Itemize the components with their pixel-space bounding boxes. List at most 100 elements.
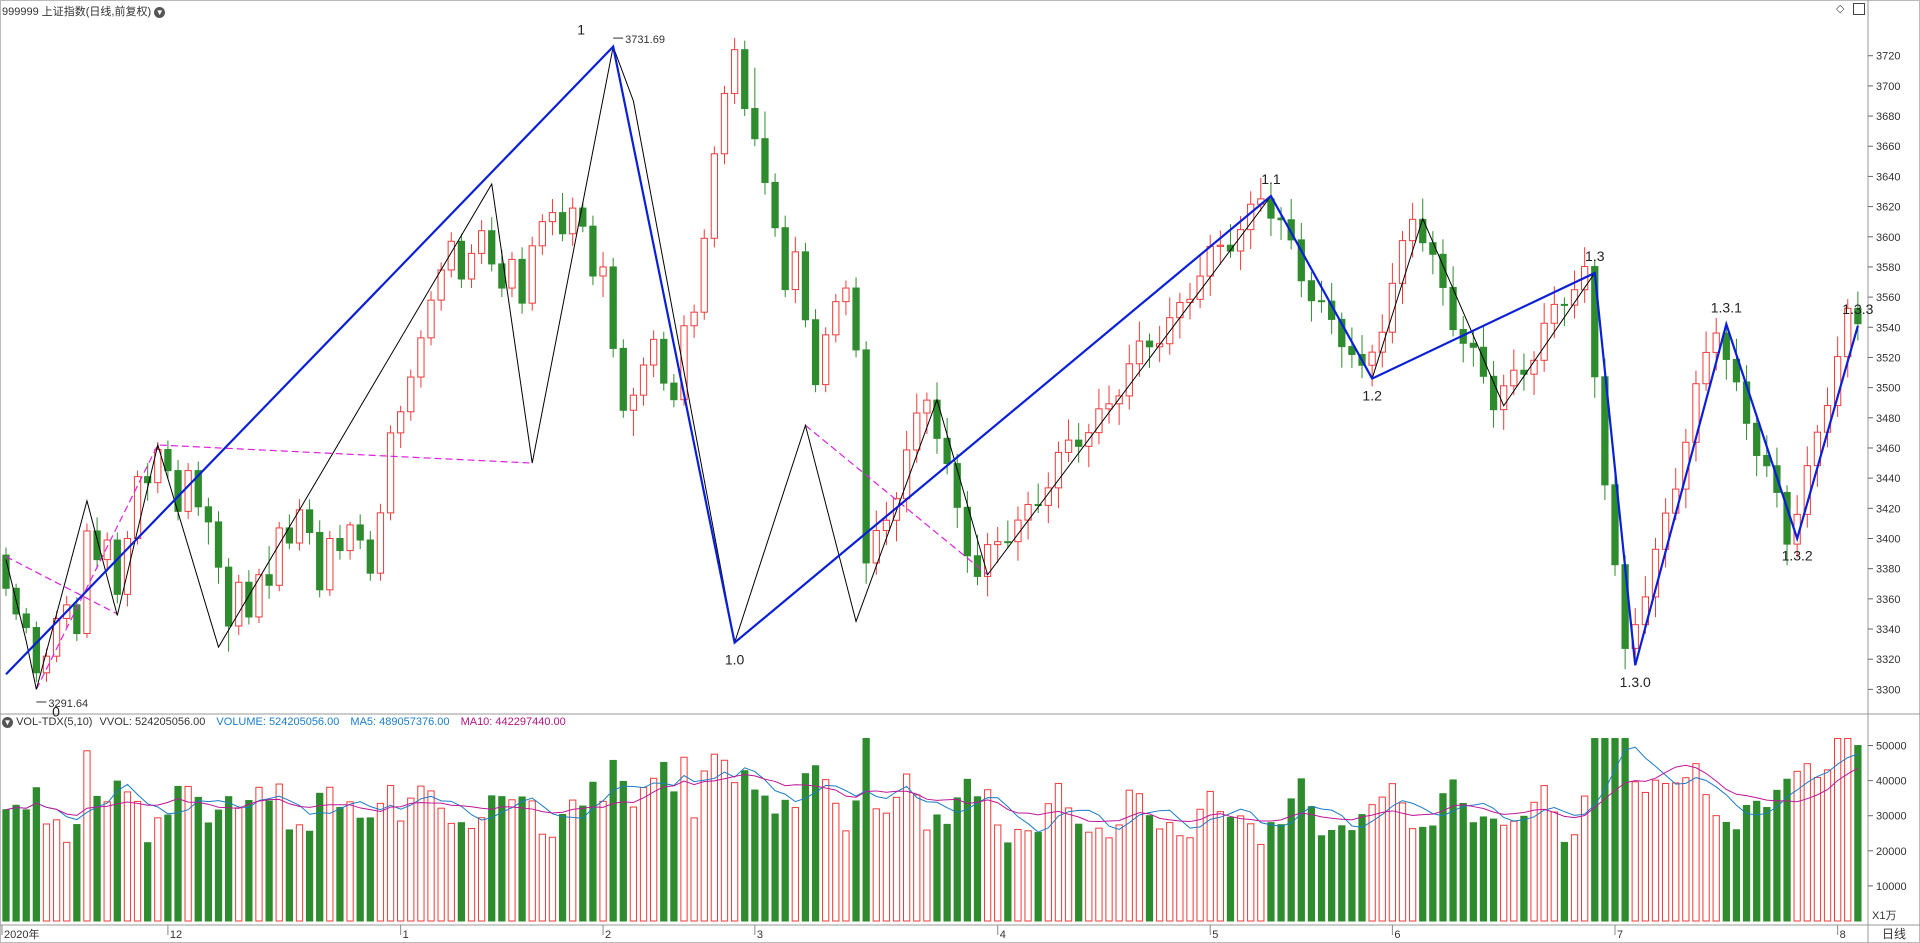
candle[interactable] xyxy=(1530,359,1538,375)
candle[interactable] xyxy=(255,574,263,618)
volume-bar[interactable] xyxy=(83,750,91,922)
volume-bar[interactable] xyxy=(386,784,395,922)
volume-bar[interactable] xyxy=(1722,821,1730,922)
candle[interactable] xyxy=(1479,346,1488,377)
volume-bar[interactable] xyxy=(93,795,101,922)
volume-bar[interactable] xyxy=(214,809,223,922)
volume-bar[interactable] xyxy=(973,796,982,922)
volume-bar[interactable] xyxy=(1581,795,1589,922)
candle[interactable] xyxy=(700,237,708,313)
volume-bar[interactable] xyxy=(356,817,364,922)
volume-bar[interactable] xyxy=(1166,822,1174,922)
volume-bar[interactable] xyxy=(1661,782,1670,922)
volume-bar[interactable] xyxy=(1753,800,1761,922)
volume-bar[interactable] xyxy=(892,796,901,922)
volume-bar[interactable] xyxy=(1672,782,1680,922)
candle[interactable] xyxy=(538,221,546,247)
candle[interactable] xyxy=(1186,298,1194,303)
volume-bar[interactable] xyxy=(1105,837,1113,922)
volume-bar[interactable] xyxy=(467,827,476,922)
volume-bar[interactable] xyxy=(1317,835,1326,922)
volume-bar[interactable] xyxy=(42,823,51,922)
volume-bar[interactable] xyxy=(1763,807,1771,922)
volume-bar[interactable] xyxy=(437,807,445,922)
volume-bar[interactable] xyxy=(407,797,415,922)
candle[interactable] xyxy=(943,437,951,465)
candle[interactable] xyxy=(953,463,961,508)
volume-bar[interactable] xyxy=(346,801,354,922)
candle[interactable] xyxy=(518,258,526,304)
candle[interactable] xyxy=(376,512,385,574)
volume-bar[interactable] xyxy=(1247,823,1255,922)
volume-bar[interactable] xyxy=(1641,791,1650,922)
candle[interactable] xyxy=(791,251,799,291)
candle[interactable] xyxy=(569,207,577,235)
volume-bar[interactable] xyxy=(882,812,891,922)
volume-bar[interactable] xyxy=(1155,828,1164,922)
volume-bar[interactable] xyxy=(498,796,506,922)
volume-bar[interactable] xyxy=(1560,841,1569,922)
volume-bar[interactable] xyxy=(477,817,486,922)
candle[interactable] xyxy=(720,92,729,155)
volume-bar[interactable] xyxy=(1813,776,1822,922)
candle[interactable] xyxy=(1388,282,1397,333)
candle[interactable] xyxy=(275,527,283,586)
volume-bar[interactable] xyxy=(1044,803,1052,922)
volume-bar[interactable] xyxy=(1145,815,1154,922)
volume-bar[interactable] xyxy=(447,822,455,922)
candle[interactable] xyxy=(1075,439,1083,447)
candle[interactable] xyxy=(1105,403,1113,410)
volume-bar[interactable] xyxy=(1297,778,1305,922)
volume-bar[interactable] xyxy=(994,824,1002,922)
volume-bar[interactable] xyxy=(427,790,435,922)
volume-bar[interactable] xyxy=(1449,779,1457,922)
volume-bar[interactable] xyxy=(1075,823,1083,922)
candle[interactable] xyxy=(1763,454,1771,467)
volume-bar[interactable] xyxy=(1014,828,1022,922)
volume-bar[interactable] xyxy=(619,780,627,922)
volume-bar[interactable] xyxy=(194,796,202,922)
candle[interactable] xyxy=(123,538,132,595)
candle[interactable] xyxy=(1854,307,1862,325)
candle[interactable] xyxy=(265,574,273,586)
volume-bar[interactable] xyxy=(275,783,283,922)
candle[interactable] xyxy=(1348,346,1356,355)
candle[interactable] xyxy=(52,617,61,657)
volume-bar[interactable] xyxy=(1338,825,1346,922)
volume-bar[interactable] xyxy=(1489,818,1498,922)
volume-bar[interactable] xyxy=(1783,778,1791,922)
volume-bar[interactable] xyxy=(123,791,132,922)
candle[interactable] xyxy=(1064,439,1073,453)
volume-bar[interactable] xyxy=(1520,815,1528,922)
candle[interactable] xyxy=(1014,519,1022,543)
candle[interactable] xyxy=(1611,484,1619,566)
volume-bar[interactable] xyxy=(1226,817,1235,922)
candle[interactable] xyxy=(164,448,172,472)
volume-bar[interactable] xyxy=(184,785,192,922)
volume-bar[interactable] xyxy=(366,817,374,922)
candle[interactable] xyxy=(923,399,931,414)
candle[interactable] xyxy=(1712,332,1720,353)
candle[interactable] xyxy=(32,627,40,674)
candle[interactable] xyxy=(751,108,759,140)
candle[interactable] xyxy=(599,266,607,277)
volume-bar[interactable] xyxy=(1803,763,1811,922)
volume-bar[interactable] xyxy=(1429,825,1437,922)
chevron-down-circle-icon[interactable]: ▼ xyxy=(2,716,13,728)
candle[interactable] xyxy=(184,470,192,512)
volume-bar[interactable] xyxy=(1742,805,1751,922)
candle[interactable] xyxy=(113,539,121,595)
volume-bar[interactable] xyxy=(1216,811,1224,922)
candle[interactable] xyxy=(103,539,111,561)
candle[interactable] xyxy=(508,258,516,289)
candle[interactable] xyxy=(963,506,971,557)
candle[interactable] xyxy=(1408,218,1417,242)
volume-bar[interactable] xyxy=(2,809,10,922)
candle[interactable] xyxy=(589,225,597,277)
candle[interactable] xyxy=(467,252,476,280)
volume-bar[interactable] xyxy=(1702,794,1710,922)
volume-bar[interactable] xyxy=(1550,811,1558,922)
volume-bar[interactable] xyxy=(953,797,961,922)
candle[interactable] xyxy=(1297,239,1305,282)
candle[interactable] xyxy=(558,212,567,235)
